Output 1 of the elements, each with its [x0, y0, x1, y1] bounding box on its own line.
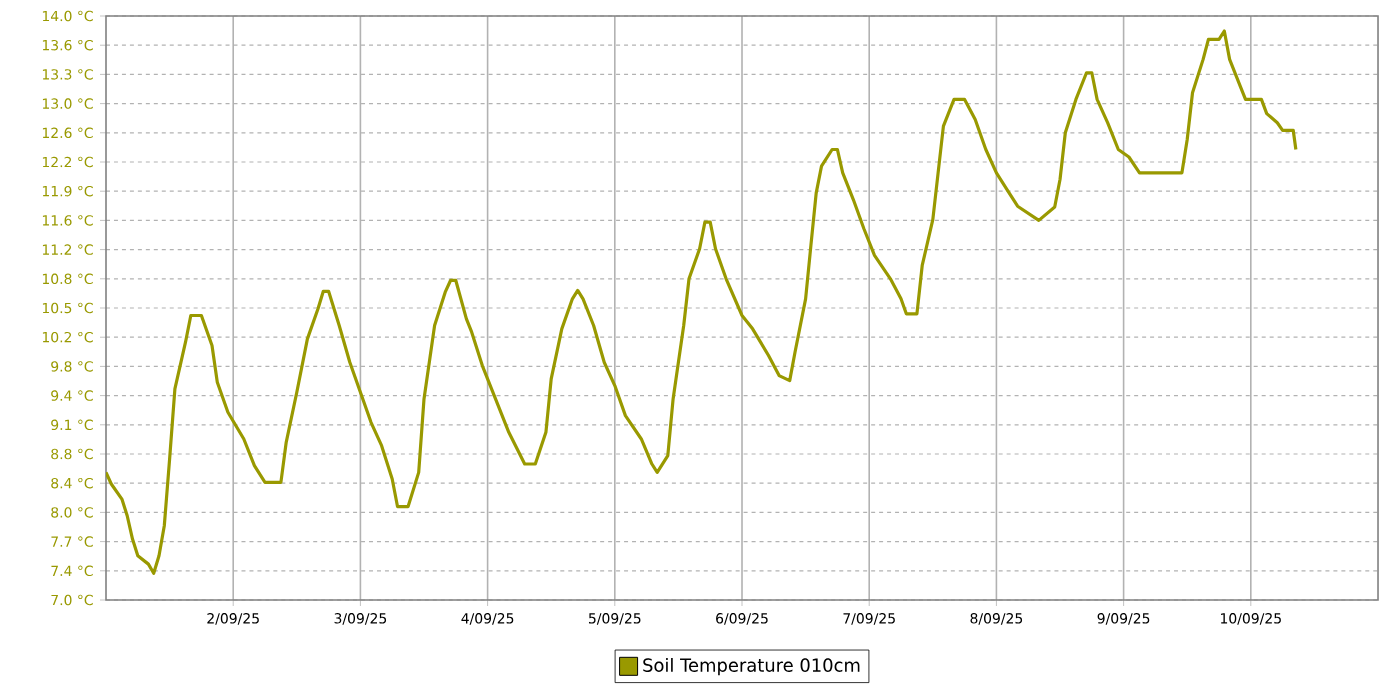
legend-label: Soil Temperature 010cm — [643, 658, 860, 676]
